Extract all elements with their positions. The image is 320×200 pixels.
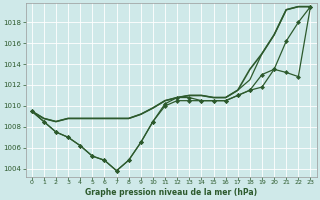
X-axis label: Graphe pression niveau de la mer (hPa): Graphe pression niveau de la mer (hPa)	[85, 188, 257, 197]
